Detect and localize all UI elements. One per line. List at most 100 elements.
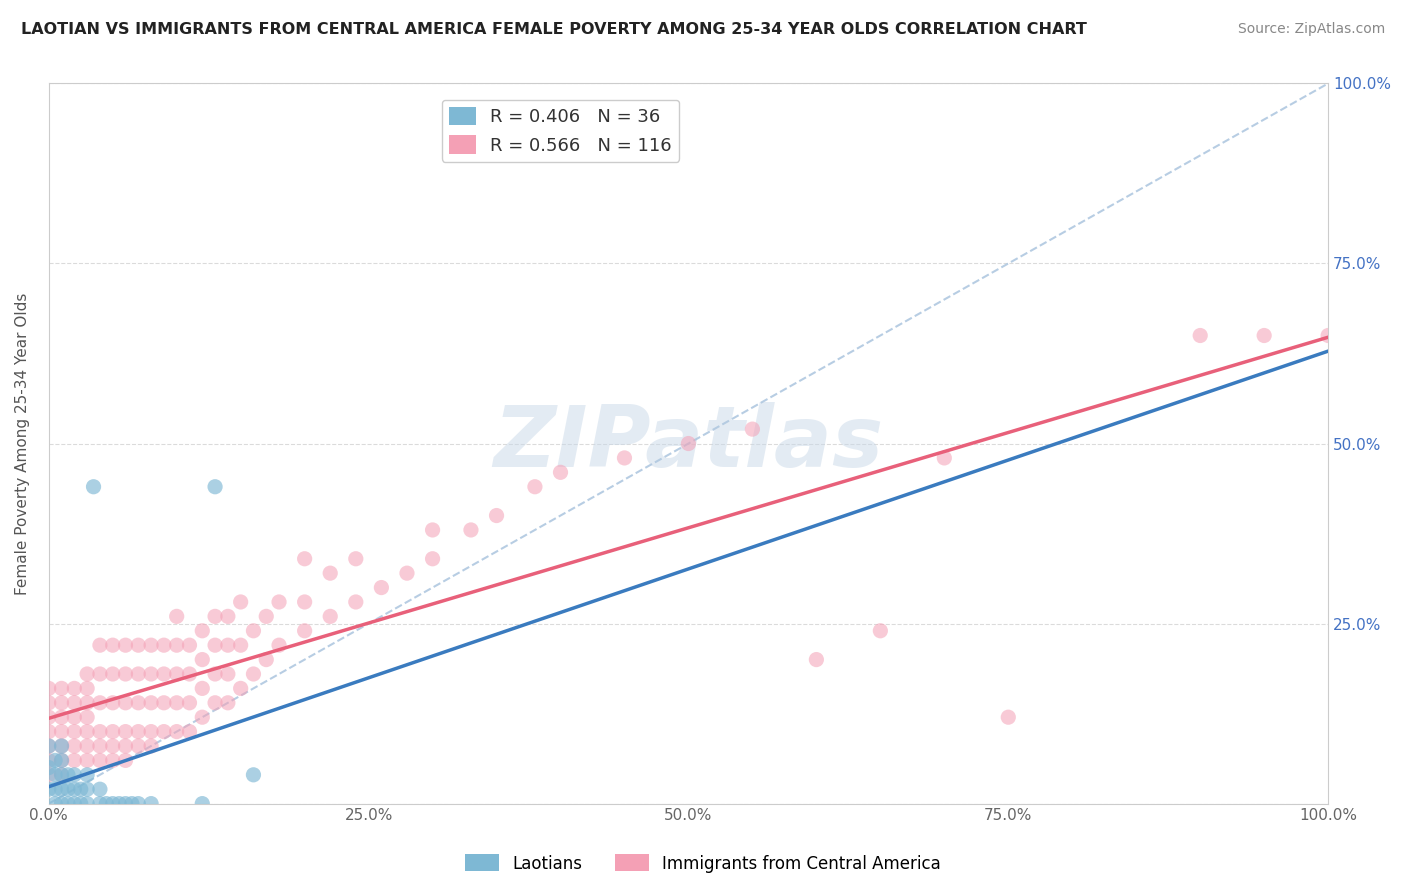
Point — [63, 753, 86, 767]
Point — [56, 782, 79, 797]
Point — [179, 667, 201, 681]
Point — [89, 797, 111, 811]
Point — [108, 797, 131, 811]
Point — [76, 710, 98, 724]
Point — [191, 681, 214, 696]
Point — [38, 753, 60, 767]
Point — [121, 797, 143, 811]
Point — [127, 739, 149, 753]
Point — [550, 466, 572, 480]
Point — [166, 667, 188, 681]
Point — [51, 681, 73, 696]
Point — [204, 480, 226, 494]
Point — [51, 782, 73, 797]
Point — [76, 681, 98, 696]
Point — [191, 797, 214, 811]
Point — [460, 523, 482, 537]
Point — [76, 739, 98, 753]
Point — [344, 595, 367, 609]
Point — [89, 782, 111, 797]
Point — [422, 551, 444, 566]
Point — [44, 797, 66, 811]
Point — [101, 797, 124, 811]
Point — [127, 797, 149, 811]
Point — [89, 739, 111, 753]
Point — [294, 624, 316, 638]
Point — [153, 724, 176, 739]
Y-axis label: Female Poverty Among 25-34 Year Olds: Female Poverty Among 25-34 Year Olds — [15, 293, 30, 595]
Point — [294, 551, 316, 566]
Point — [44, 768, 66, 782]
Point — [101, 739, 124, 753]
Point — [63, 768, 86, 782]
Point — [204, 696, 226, 710]
Point — [934, 450, 956, 465]
Point — [89, 696, 111, 710]
Point — [166, 609, 188, 624]
Point — [344, 551, 367, 566]
Point — [114, 667, 136, 681]
Point — [204, 638, 226, 652]
Point — [63, 724, 86, 739]
Point — [139, 696, 162, 710]
Point — [76, 782, 98, 797]
Point — [83, 480, 105, 494]
Point — [96, 797, 118, 811]
Point — [76, 696, 98, 710]
Point — [191, 710, 214, 724]
Point — [191, 652, 214, 666]
Point — [204, 609, 226, 624]
Point — [217, 638, 239, 652]
Point — [179, 696, 201, 710]
Point — [229, 681, 252, 696]
Point — [76, 768, 98, 782]
Point — [51, 753, 73, 767]
Point — [89, 724, 111, 739]
Point — [63, 696, 86, 710]
Point — [44, 753, 66, 767]
Point — [422, 523, 444, 537]
Point — [229, 638, 252, 652]
Point — [51, 739, 73, 753]
Text: Source: ZipAtlas.com: Source: ZipAtlas.com — [1237, 22, 1385, 37]
Point — [1317, 328, 1340, 343]
Point — [51, 739, 73, 753]
Point — [242, 667, 264, 681]
Point — [1253, 328, 1275, 343]
Point — [89, 638, 111, 652]
Point — [217, 609, 239, 624]
Point — [242, 624, 264, 638]
Point — [38, 739, 60, 753]
Point — [319, 609, 342, 624]
Point — [76, 724, 98, 739]
Point — [114, 753, 136, 767]
Point — [89, 753, 111, 767]
Point — [76, 753, 98, 767]
Point — [869, 624, 891, 638]
Point — [166, 638, 188, 652]
Point — [127, 696, 149, 710]
Point — [139, 667, 162, 681]
Point — [179, 638, 201, 652]
Point — [139, 724, 162, 739]
Point — [191, 624, 214, 638]
Point — [613, 450, 636, 465]
Point — [741, 422, 763, 436]
Point — [89, 667, 111, 681]
Point — [38, 768, 60, 782]
Point — [44, 782, 66, 797]
Point — [51, 710, 73, 724]
Point — [166, 696, 188, 710]
Point — [38, 696, 60, 710]
Point — [997, 710, 1019, 724]
Point — [485, 508, 508, 523]
Point — [229, 595, 252, 609]
Point — [101, 667, 124, 681]
Point — [38, 710, 60, 724]
Point — [51, 768, 73, 782]
Legend: Laotians, Immigrants from Central America: Laotians, Immigrants from Central Americ… — [458, 847, 948, 880]
Point — [76, 667, 98, 681]
Point — [63, 681, 86, 696]
Text: ZIPatlas: ZIPatlas — [494, 402, 883, 485]
Point — [242, 768, 264, 782]
